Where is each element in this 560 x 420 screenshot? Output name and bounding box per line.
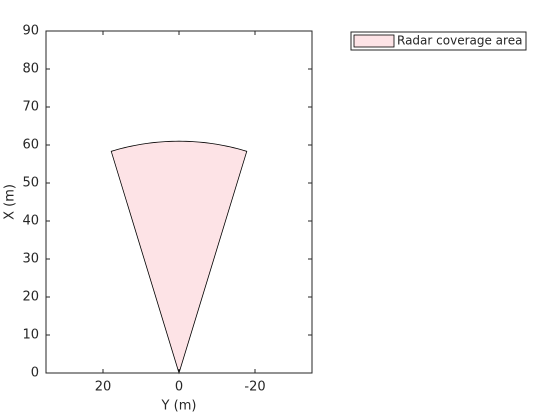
y-tick-label: 50: [22, 176, 39, 191]
y-tick-label: 40: [22, 214, 39, 229]
y-tick-label: 80: [22, 62, 39, 77]
legend-swatch: [353, 34, 395, 48]
x-tick-label: 0: [175, 380, 183, 395]
legend-label: Radar coverage area: [397, 34, 522, 48]
y-tick-label: 30: [22, 252, 39, 267]
x-tick-label: -20: [244, 380, 265, 395]
x-tick-label: 20: [95, 380, 112, 395]
legend-box: [350, 31, 527, 51]
y-tick-label: 0: [31, 366, 39, 381]
x-axis-label: Y (m): [161, 399, 197, 414]
y-tick-label: 10: [22, 328, 39, 343]
y-tick-label: 70: [22, 100, 39, 115]
y-tick-label: 60: [22, 138, 39, 153]
y-tick-label: 20: [22, 290, 39, 305]
y-tick-label: 90: [22, 24, 39, 39]
coverage-area: [110, 140, 248, 375]
y-axis-label: X (m): [3, 184, 18, 220]
